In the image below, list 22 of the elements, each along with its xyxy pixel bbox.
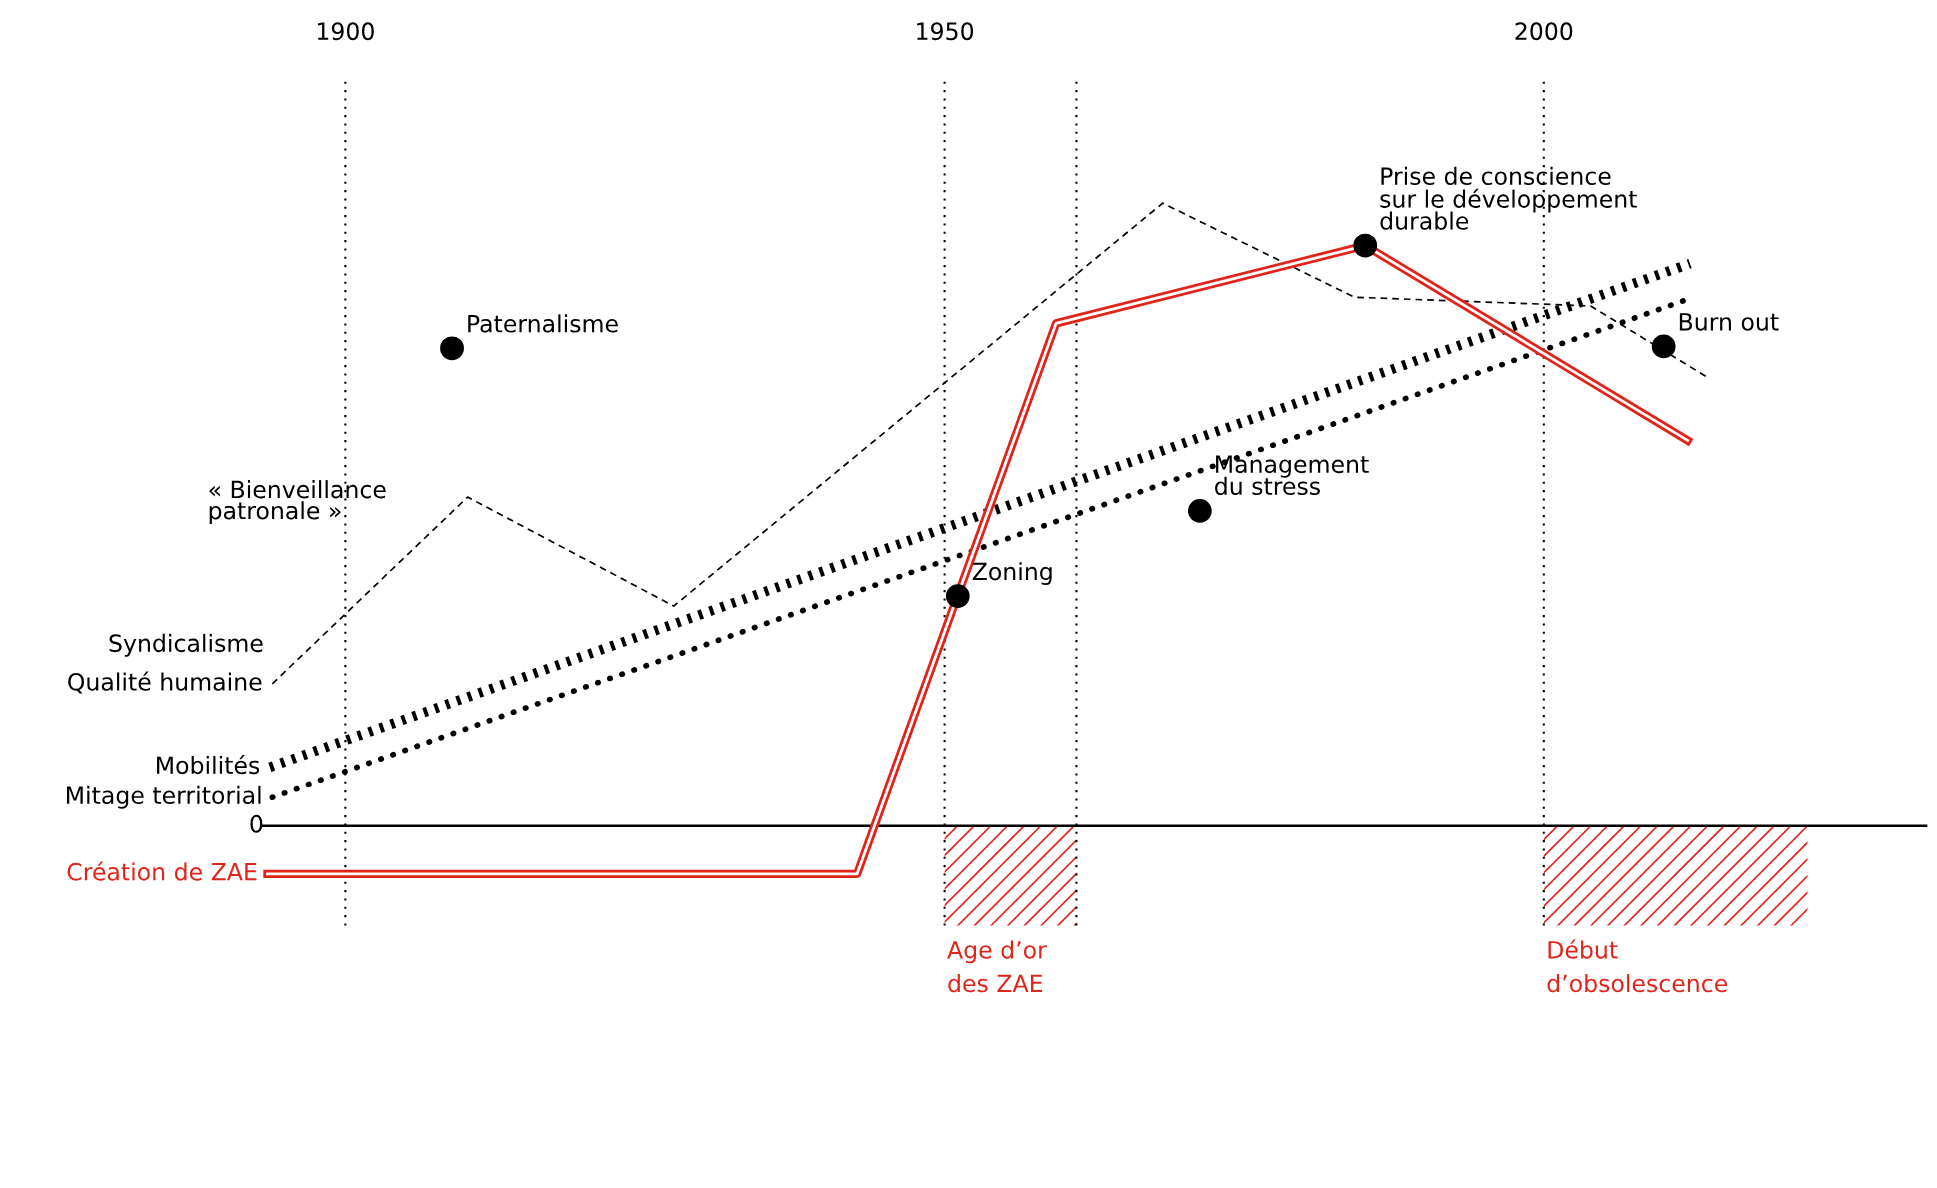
annotation: Syndicalisme xyxy=(109,633,263,657)
series-label: Qualité humaine xyxy=(68,671,262,694)
annotation: Management du stress xyxy=(1215,455,1369,496)
x-tick-label: 1950 xyxy=(917,22,974,41)
series-label: Création de ZAE xyxy=(67,861,257,881)
annotation: Zoning xyxy=(972,562,1052,585)
ref-line-label: 0 xyxy=(250,814,263,833)
x-tick-label: 2000 xyxy=(1515,22,1573,41)
band-label: Age d’or des ZAE xyxy=(947,940,1047,993)
annotation: « Bienveillance patronale » xyxy=(209,480,386,525)
point xyxy=(1353,233,1378,258)
point xyxy=(1651,334,1676,359)
x-tick-label: 1900 xyxy=(317,22,374,41)
annotation: Paternalisme xyxy=(468,314,618,333)
point xyxy=(945,584,970,608)
point xyxy=(440,336,464,361)
point xyxy=(1187,498,1212,523)
annotation: Burn out xyxy=(1679,313,1779,331)
series-label: Mobilités xyxy=(157,754,260,775)
annotation: Prise de conscience sur le développement durable xyxy=(1380,166,1637,230)
series-label: Mitage territorial xyxy=(66,785,261,809)
band-label: Début d’obsolescence xyxy=(1547,939,1727,993)
